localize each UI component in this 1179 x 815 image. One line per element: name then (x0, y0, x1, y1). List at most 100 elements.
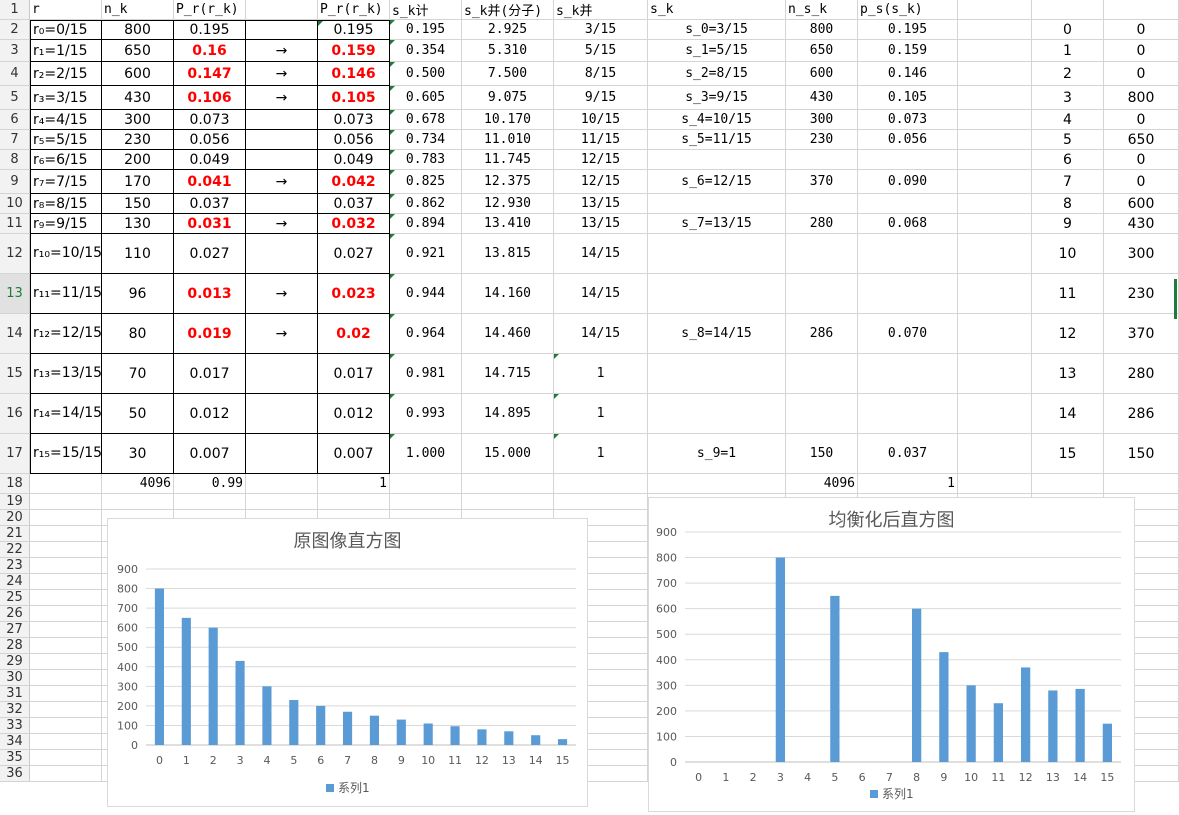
cell-ns-k[interactable]: 370 (786, 170, 858, 194)
bar-11[interactable] (450, 726, 460, 745)
cell-pr-adj[interactable]: 0.056 (318, 130, 390, 150)
cell-ps-sk[interactable] (858, 194, 958, 214)
cell-pr[interactable]: 0.019 (174, 314, 246, 354)
header-cell[interactable] (1104, 0, 1179, 20)
cell-level[interactable]: 8 (1032, 194, 1104, 214)
cell-sk-numerator[interactable]: 9.075 (462, 86, 554, 110)
total-cell[interactable]: 0.99 (174, 474, 246, 494)
cell-n-k[interactable]: 430 (102, 86, 174, 110)
cell-empty[interactable] (958, 234, 1032, 274)
cell-sk-rounded[interactable]: 5/15 (554, 40, 648, 62)
cell-sk-rounded[interactable]: 12/15 (554, 170, 648, 194)
cell-ps-sk[interactable] (858, 274, 958, 314)
bar-9[interactable] (939, 652, 949, 762)
cell-sk-rounded[interactable]: 13/15 (554, 194, 648, 214)
cell-ns-k[interactable]: 280 (786, 214, 858, 234)
cell-empty[interactable] (958, 130, 1032, 150)
cell-ps-sk[interactable] (858, 394, 958, 434)
empty-cell[interactable] (554, 558, 648, 574)
cell-count[interactable]: 0 (1104, 62, 1179, 86)
cell-arrow[interactable]: → (246, 86, 318, 110)
cell-arrow[interactable]: → (246, 40, 318, 62)
bar-9[interactable] (396, 719, 406, 745)
cell-sk-rounded[interactable]: 12/15 (554, 150, 648, 170)
empty-cell[interactable] (554, 750, 648, 766)
cell-pr[interactable]: 0.049 (174, 150, 246, 170)
cell-pr[interactable]: 0.012 (174, 394, 246, 434)
cell-pr-adj[interactable]: 0.027 (318, 234, 390, 274)
cell-sk-label[interactable] (648, 150, 786, 170)
header-cell[interactable]: s_k计 (390, 0, 462, 20)
bar-2[interactable] (208, 627, 218, 745)
cell-empty[interactable] (958, 20, 1032, 40)
cell-sk-rounded[interactable]: 14/15 (554, 274, 648, 314)
cell-ps-sk[interactable] (858, 234, 958, 274)
bar-8[interactable] (911, 608, 922, 762)
cell-sk-calc[interactable]: 0.678 (390, 110, 462, 130)
cell-r[interactable]: r₁₄=14/15 (30, 394, 102, 434)
cell-n-k[interactable]: 80 (102, 314, 174, 354)
empty-cell[interactable] (30, 638, 102, 654)
cell-sk-calc[interactable]: 0.944 (390, 274, 462, 314)
cell-pr[interactable]: 0.031 (174, 214, 246, 234)
cell-empty[interactable] (958, 62, 1032, 86)
cell-sk-rounded[interactable]: 14/15 (554, 234, 648, 274)
cell-sk-rounded[interactable]: 10/15 (554, 110, 648, 130)
cell-level[interactable]: 1 (1032, 40, 1104, 62)
cell-ps-sk[interactable]: 0.056 (858, 130, 958, 150)
cell-sk-calc[interactable]: 0.605 (390, 86, 462, 110)
cell-empty[interactable] (958, 214, 1032, 234)
cell-pr-adj[interactable]: 0.012 (318, 394, 390, 434)
cell-arrow[interactable] (246, 20, 318, 40)
empty-cell[interactable] (554, 702, 648, 718)
row-header[interactable]: 9 (0, 170, 30, 194)
empty-cell[interactable] (30, 702, 102, 718)
empty-cell[interactable] (462, 494, 554, 510)
cell-level[interactable]: 4 (1032, 110, 1104, 130)
total-cell[interactable] (554, 474, 648, 494)
row-header[interactable]: 15 (0, 354, 30, 394)
cell-sk-calc[interactable]: 0.734 (390, 130, 462, 150)
cell-arrow[interactable] (246, 130, 318, 150)
total-cell[interactable]: 4096 (102, 474, 174, 494)
cell-pr-adj[interactable]: 0.037 (318, 194, 390, 214)
cell-n-k[interactable]: 150 (102, 194, 174, 214)
header-cell[interactable]: P_r(r_k) (318, 0, 390, 20)
bar-12[interactable] (477, 729, 487, 745)
cell-n-k[interactable]: 96 (102, 274, 174, 314)
row-header[interactable]: 1 (0, 0, 30, 20)
cell-ns-k[interactable]: 600 (786, 62, 858, 86)
cell-sk-rounded[interactable]: 13/15 (554, 214, 648, 234)
empty-cell[interactable] (30, 542, 102, 558)
cell-arrow[interactable]: → (246, 214, 318, 234)
cell-level[interactable]: 3 (1032, 86, 1104, 110)
empty-cell[interactable] (30, 622, 102, 638)
cell-pr[interactable]: 0.195 (174, 20, 246, 40)
cell-ns-k[interactable] (786, 354, 858, 394)
row-header[interactable]: 7 (0, 130, 30, 150)
header-cell[interactable]: n_k (102, 0, 174, 20)
cell-ns-k[interactable]: 650 (786, 40, 858, 62)
cell-empty[interactable] (958, 194, 1032, 214)
total-cell[interactable]: 1 (318, 474, 390, 494)
cell-arrow[interactable]: → (246, 274, 318, 314)
empty-cell[interactable] (554, 574, 648, 590)
cell-count[interactable]: 0 (1104, 150, 1179, 170)
cell-ps-sk[interactable]: 0.068 (858, 214, 958, 234)
row-header[interactable]: 26 (0, 606, 30, 622)
cell-sk-label[interactable]: s_6=12/15 (648, 170, 786, 194)
row-header[interactable]: 33 (0, 718, 30, 734)
total-cell[interactable] (958, 474, 1032, 494)
empty-cell[interactable] (30, 590, 102, 606)
cell-sk-numerator[interactable]: 11.745 (462, 150, 554, 170)
row-header[interactable]: 35 (0, 750, 30, 766)
cell-ns-k[interactable] (786, 394, 858, 434)
cell-ps-sk[interactable]: 0.159 (858, 40, 958, 62)
cell-r[interactable]: r₁₁=11/15 (30, 274, 102, 314)
cell-n-k[interactable]: 230 (102, 130, 174, 150)
bar-10[interactable] (966, 685, 976, 762)
row-header[interactable]: 31 (0, 686, 30, 702)
row-header[interactable]: 14 (0, 314, 30, 354)
cell-n-k[interactable]: 130 (102, 214, 174, 234)
cell-count[interactable]: 300 (1104, 234, 1179, 274)
